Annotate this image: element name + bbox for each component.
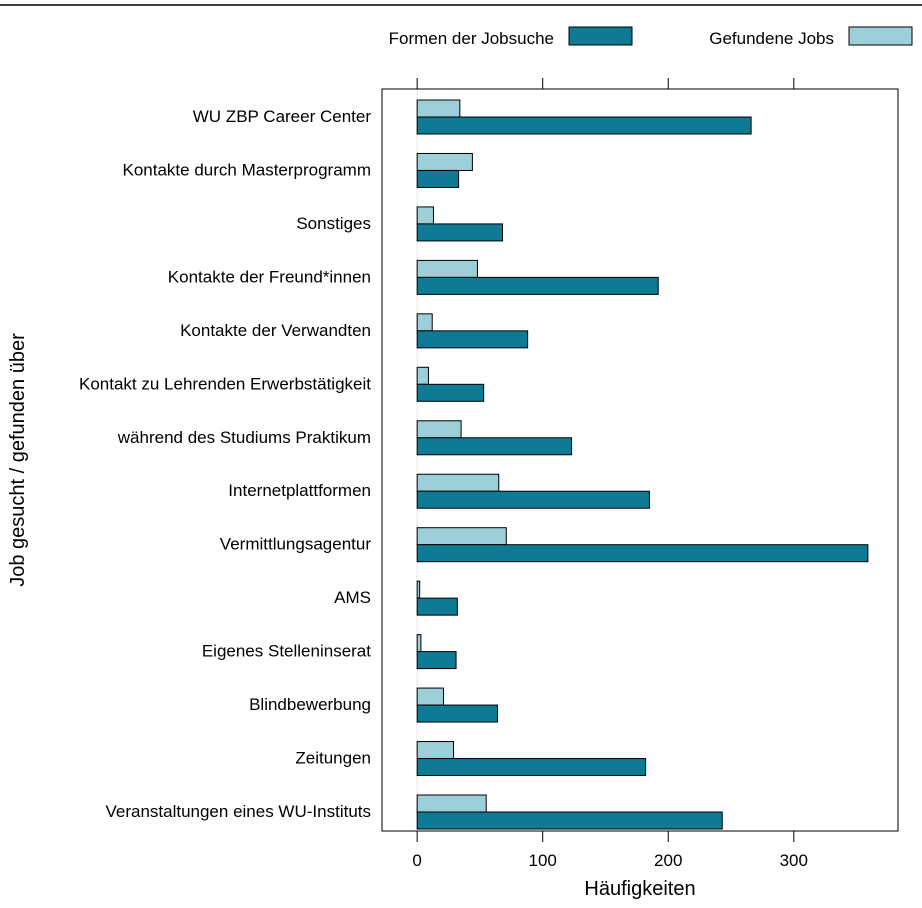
category-label: Kontakte durch Masterprogramm — [123, 160, 372, 179]
category-label: Kontakte der Freund*innen — [168, 267, 371, 286]
bar-formen-der-jobsuche — [416, 116, 752, 135]
legend: Formen der Jobsuche Gefundene Jobs — [389, 26, 913, 48]
bar-formen-der-jobsuche — [416, 704, 499, 723]
bar-gefundene-jobs — [416, 259, 478, 278]
category-label: Sonstiges — [296, 214, 371, 233]
legend-label-series-1: Formen der Jobsuche — [389, 29, 554, 48]
y-axis-title: Job gesucht / gefunden über — [7, 333, 29, 587]
bar-gefundene-jobs — [416, 634, 422, 653]
bar-gefundene-jobs — [416, 313, 433, 332]
x-ticks-top — [416, 78, 795, 89]
bar-formen-der-jobsuche — [416, 169, 460, 188]
bar-formen-der-jobsuche — [416, 223, 504, 242]
category-label: Eigenes Stelleninserat — [202, 642, 371, 661]
category-label: Zeitungen — [295, 749, 371, 768]
x-tick-label: 100 — [529, 851, 557, 870]
bar-gefundene-jobs — [416, 794, 487, 813]
x-tick-label: 0 — [412, 851, 421, 870]
bar-gefundene-jobs — [416, 366, 429, 385]
bar-gefundene-jobs — [416, 152, 473, 171]
category-label: Kontakte der Verwandten — [180, 321, 371, 340]
x-axis-title: Häufigkeiten — [584, 878, 695, 900]
x-tick-labels: 0 100 200 300 — [412, 851, 808, 870]
bar-gefundene-jobs — [416, 473, 500, 492]
category-label: Blindbewerbung — [249, 695, 371, 714]
category-labels: WU ZBP Career Center Kontakte durch Maste… — [79, 107, 371, 821]
bar-formen-der-jobsuche — [416, 330, 529, 349]
bar-formen-der-jobsuche — [416, 758, 647, 777]
bar-formen-der-jobsuche — [416, 651, 457, 670]
bar-gefundene-jobs — [416, 206, 434, 225]
bar-formen-der-jobsuche — [416, 437, 573, 456]
category-label: WU ZBP Career Center — [193, 107, 372, 126]
legend-swatch-series-2 — [848, 26, 913, 46]
bar-formen-der-jobsuche — [416, 544, 869, 563]
category-label: AMS — [334, 588, 371, 607]
bar-gefundene-jobs — [416, 420, 462, 439]
x-ticks-bottom — [416, 831, 795, 842]
bar-gefundene-jobs — [416, 527, 507, 546]
bar-gefundene-jobs — [416, 99, 461, 118]
bar-gefundene-jobs — [416, 687, 445, 706]
category-label: Veranstaltungen eines WU-Instituts — [105, 802, 371, 821]
plot-frame — [381, 88, 899, 832]
category-label: Vermittlungsagentur — [220, 535, 372, 554]
bar-gefundene-jobs — [416, 580, 421, 599]
bar-formen-der-jobsuche — [416, 383, 485, 402]
bar-formen-der-jobsuche — [416, 597, 458, 616]
legend-label-series-2: Gefundene Jobs — [709, 29, 834, 48]
category-label: Internetplattformen — [228, 481, 371, 500]
category-label: Kontakt zu Lehrenden Erwerbstätigkeit — [79, 374, 371, 393]
x-tick-label: 200 — [654, 851, 682, 870]
bar-formen-der-jobsuche — [416, 811, 723, 830]
x-tick-label: 300 — [780, 851, 808, 870]
legend-swatch-series-1 — [568, 26, 633, 46]
bars — [416, 99, 869, 830]
bar-formen-der-jobsuche — [416, 276, 659, 295]
bar-formen-der-jobsuche — [416, 490, 650, 509]
bar-gefundene-jobs — [416, 741, 455, 760]
category-label: während des Studiums Praktikum — [117, 428, 371, 447]
